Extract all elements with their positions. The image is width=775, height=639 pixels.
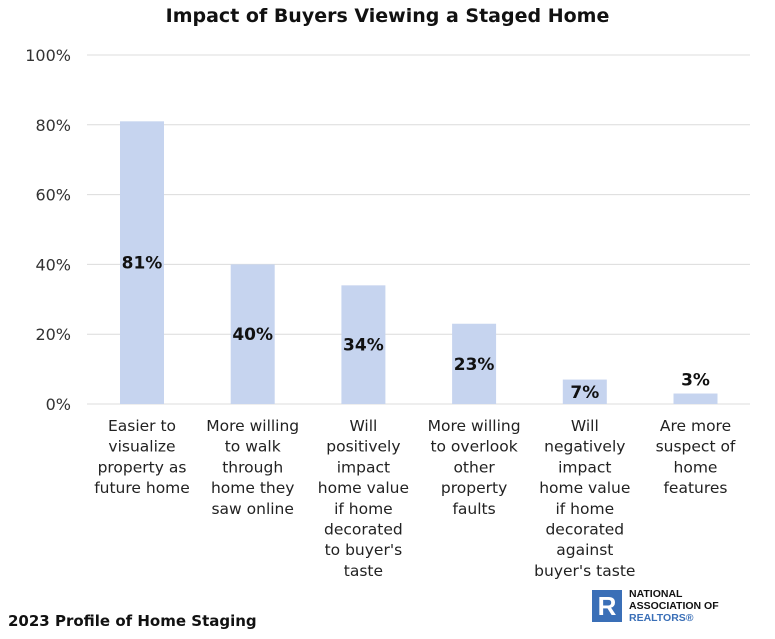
x-tick-label: suspect of <box>656 438 736 456</box>
x-tick-label: More willing <box>428 417 521 435</box>
realtor-r-icon: R <box>592 590 622 622</box>
x-tick-label: impact <box>337 458 390 476</box>
x-tick-label: positively <box>326 438 400 456</box>
x-tick-label: negatively <box>544 438 625 456</box>
x-tick-label: decorated <box>545 521 624 539</box>
x-tick-label: if home <box>555 500 614 518</box>
x-tick-label: against <box>556 541 613 559</box>
data-label: 40% <box>232 325 273 345</box>
x-tick-label: home value <box>539 479 630 497</box>
data-label: 7% <box>570 383 599 403</box>
x-tick-label: to buyer's <box>325 541 403 559</box>
x-tick-label: impact <box>558 458 611 476</box>
x-tick-label: home they <box>211 479 294 497</box>
y-tick-label: 100% <box>25 46 71 65</box>
x-tick-label: other <box>453 458 495 476</box>
x-tick-label: Will <box>349 417 377 435</box>
x-tick-label: property as <box>98 458 187 476</box>
x-tick-label: Are more <box>660 417 731 435</box>
x-tick-label: Will <box>571 417 599 435</box>
bar <box>452 323 497 404</box>
data-label: 23% <box>454 355 495 375</box>
x-tick-label: buyer's taste <box>534 562 635 580</box>
x-tick-label: More willing <box>206 417 299 435</box>
x-tick-label: faults <box>452 500 495 518</box>
x-tick-label: taste <box>344 562 383 580</box>
y-tick-label: 20% <box>35 325 71 344</box>
x-tick-label: to overlook <box>430 438 517 456</box>
bar-chart: 0% 20% 40% 60% 80% 100% 81% Easier to visualize p… <box>25 46 750 580</box>
data-label: 81% <box>122 254 163 274</box>
x-tick-label: visualize <box>108 438 175 456</box>
x-tick-label: saw online <box>211 500 293 518</box>
bar <box>120 121 164 404</box>
x-tick-label: home <box>674 458 718 476</box>
data-label: 3% <box>681 371 710 391</box>
y-tick-label: 0% <box>46 395 71 414</box>
bar <box>230 264 275 404</box>
y-tick-label: 80% <box>35 116 71 135</box>
x-tick-label: through <box>222 458 283 476</box>
x-tick-label: property <box>441 479 507 497</box>
x-tick-label: future home <box>94 479 190 497</box>
x-tick-label: if home <box>334 500 393 518</box>
x-tick-label: to walk <box>225 438 281 456</box>
x-tick-label: Easier to <box>108 417 176 435</box>
y-tick-label: 40% <box>35 255 71 274</box>
x-tick-label: home value <box>318 479 409 497</box>
x-tick-label: features <box>663 479 727 497</box>
data-label: 34% <box>343 336 384 356</box>
bar <box>562 379 607 404</box>
nar-logo: R NATIONAL ASSOCIATION OF REALTORS® <box>592 588 719 624</box>
bar <box>673 393 718 404</box>
source-footer: 2023 Profile of Home Staging <box>8 612 257 630</box>
chart-title: Impact of Buyers Viewing a Staged Home <box>165 5 610 27</box>
bar <box>341 285 386 404</box>
y-tick-label: 60% <box>35 186 71 205</box>
x-tick-label: decorated <box>324 521 403 539</box>
